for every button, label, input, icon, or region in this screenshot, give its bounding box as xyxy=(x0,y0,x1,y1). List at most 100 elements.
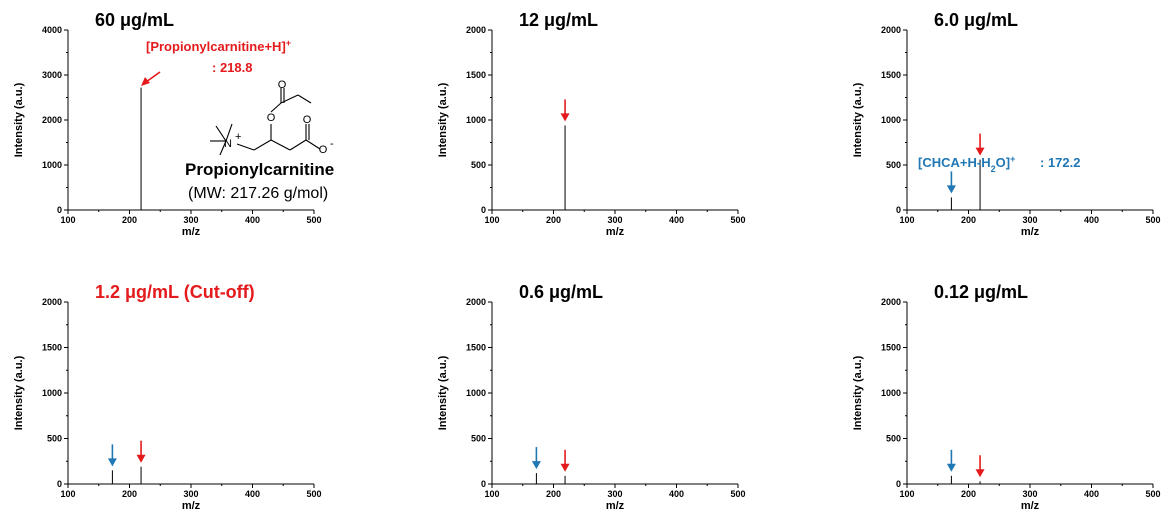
y-tick-label: 0 xyxy=(896,479,901,489)
y-axis-label: Intensity (a.u.) xyxy=(437,82,449,157)
bond xyxy=(215,125,227,142)
x-tick-label: 300 xyxy=(1022,215,1037,225)
blue-arrow xyxy=(107,444,117,467)
bond xyxy=(280,94,299,104)
x-axis-label: m/z xyxy=(1021,226,1040,238)
red-arrow-head xyxy=(141,77,150,86)
y-axis-label: Intensity (a.u.) xyxy=(852,82,864,157)
red-arrow-head xyxy=(975,469,985,478)
fragment-annotation-label: [CHCA+H-H2O]+ xyxy=(918,154,1015,174)
bond xyxy=(225,123,233,142)
panel-title: 60 μg/mL xyxy=(95,10,174,30)
x-tick-label: 200 xyxy=(961,215,976,225)
y-axis-label: Intensity (a.u.) xyxy=(13,82,25,157)
blue-arrow-head xyxy=(531,461,541,470)
x-tick-label: 200 xyxy=(122,215,137,225)
bond xyxy=(289,139,307,151)
red-arrow xyxy=(975,455,985,478)
y-tick-label: 1500 xyxy=(466,343,486,353)
red-arrow xyxy=(560,449,570,472)
x-axis-label: m/z xyxy=(606,226,625,238)
red-arrow-head xyxy=(136,454,146,463)
structure-drawing xyxy=(210,88,321,156)
y-tick-label: 1000 xyxy=(466,115,486,125)
x-tick-label: 400 xyxy=(1084,489,1099,499)
red-arrow-head xyxy=(975,147,985,156)
y-tick-label: 0 xyxy=(481,479,486,489)
bond xyxy=(297,94,312,104)
y-tick-label: 2000 xyxy=(881,297,901,307)
y-tick-label: 1000 xyxy=(42,388,62,398)
y-tick-label: 500 xyxy=(47,434,62,444)
ester-o-atom: O xyxy=(267,112,276,124)
bond xyxy=(270,139,291,151)
y-axis-label: Intensity (a.u.) xyxy=(437,355,449,430)
x-tick-label: 300 xyxy=(1022,489,1037,499)
x-tick-label: 200 xyxy=(122,489,137,499)
red-arrow xyxy=(136,440,146,463)
panel-6: 0 500 1000 1500 2000 100 200 300 400 500 m/z Intens… xyxy=(852,282,1161,512)
x-axis-label: m/z xyxy=(606,500,625,512)
bond xyxy=(253,139,272,151)
x-tick-label: 400 xyxy=(1084,215,1099,225)
y-tick-label: 1500 xyxy=(881,70,901,80)
x-tick-label: 500 xyxy=(730,215,745,225)
y-tick-label: 500 xyxy=(471,160,486,170)
y-tick-label: 1000 xyxy=(42,160,62,170)
y-tick-label: 1000 xyxy=(881,388,901,398)
n-atom: N xyxy=(224,138,232,150)
panel-title: 0.12 μg/mL xyxy=(934,282,1028,302)
panel-4: 0 500 1000 1500 2000 100 200 300 400 500 m/z Intens… xyxy=(13,282,322,512)
y-tick-label: 3000 xyxy=(42,70,62,80)
x-tick-label: 500 xyxy=(306,215,321,225)
x-tick-label: 300 xyxy=(607,215,622,225)
x-tick-label: 500 xyxy=(1145,489,1160,499)
bond xyxy=(236,143,255,151)
carboxylate-charge: - xyxy=(330,138,334,150)
x-tick-label: 500 xyxy=(306,489,321,499)
y-tick-label: 1000 xyxy=(466,388,486,398)
y-tick-label: 2000 xyxy=(42,297,62,307)
carbonyl-o-atom: O xyxy=(278,79,287,91)
y-tick-label: 1500 xyxy=(466,70,486,80)
y-tick-label: 2000 xyxy=(881,25,901,35)
x-axis-label: m/z xyxy=(1021,500,1040,512)
y-tick-label: 2000 xyxy=(466,297,486,307)
carboxylate-o-atom: O xyxy=(319,144,328,156)
y-tick-label: 1000 xyxy=(881,115,901,125)
x-tick-label: 200 xyxy=(546,489,561,499)
red-arrow-head xyxy=(560,463,570,472)
y-tick-label: 2000 xyxy=(466,25,486,35)
bond xyxy=(270,102,282,113)
y-tick-label: 1500 xyxy=(881,343,901,353)
x-tick-label: 100 xyxy=(484,489,499,499)
x-axis-label: m/z xyxy=(182,500,201,512)
panel-title: 1.2 μg/mL (Cut-off) xyxy=(95,282,255,302)
blue-arrow xyxy=(946,171,956,194)
bond xyxy=(219,140,227,156)
x-tick-label: 500 xyxy=(730,489,745,499)
x-tick-label: 200 xyxy=(961,489,976,499)
blue-arrow-head xyxy=(946,463,956,472)
peak-annotation-value: : 218.8 xyxy=(212,60,252,75)
bond xyxy=(305,139,321,150)
carboxyl-o-atom: O xyxy=(303,114,312,126)
x-tick-label: 400 xyxy=(669,489,684,499)
x-tick-label: 300 xyxy=(607,489,622,499)
y-tick-label: 1500 xyxy=(42,343,62,353)
x-tick-label: 400 xyxy=(245,489,260,499)
red-diagonal-arrow xyxy=(141,71,161,86)
y-axis-label: Intensity (a.u.) xyxy=(852,355,864,430)
x-tick-label: 200 xyxy=(546,215,561,225)
panel-2: 0 500 1000 1500 2000 100 200 300 400 500 m/z Intens… xyxy=(437,10,746,238)
x-tick-label: 100 xyxy=(899,215,914,225)
red-arrow-head xyxy=(560,113,570,122)
structure-name: Propionylcarnitine xyxy=(185,160,334,179)
y-tick-label: 2000 xyxy=(42,115,62,125)
y-tick-label: 500 xyxy=(471,434,486,444)
panel-5: 0 500 1000 1500 2000 100 200 300 400 500 m/z Intens… xyxy=(437,282,746,512)
y-tick-label: 0 xyxy=(57,205,62,215)
y-tick-label: 0 xyxy=(896,205,901,215)
y-tick-label: 0 xyxy=(481,205,486,215)
panel-title: 0.6 μg/mL xyxy=(519,282,603,302)
